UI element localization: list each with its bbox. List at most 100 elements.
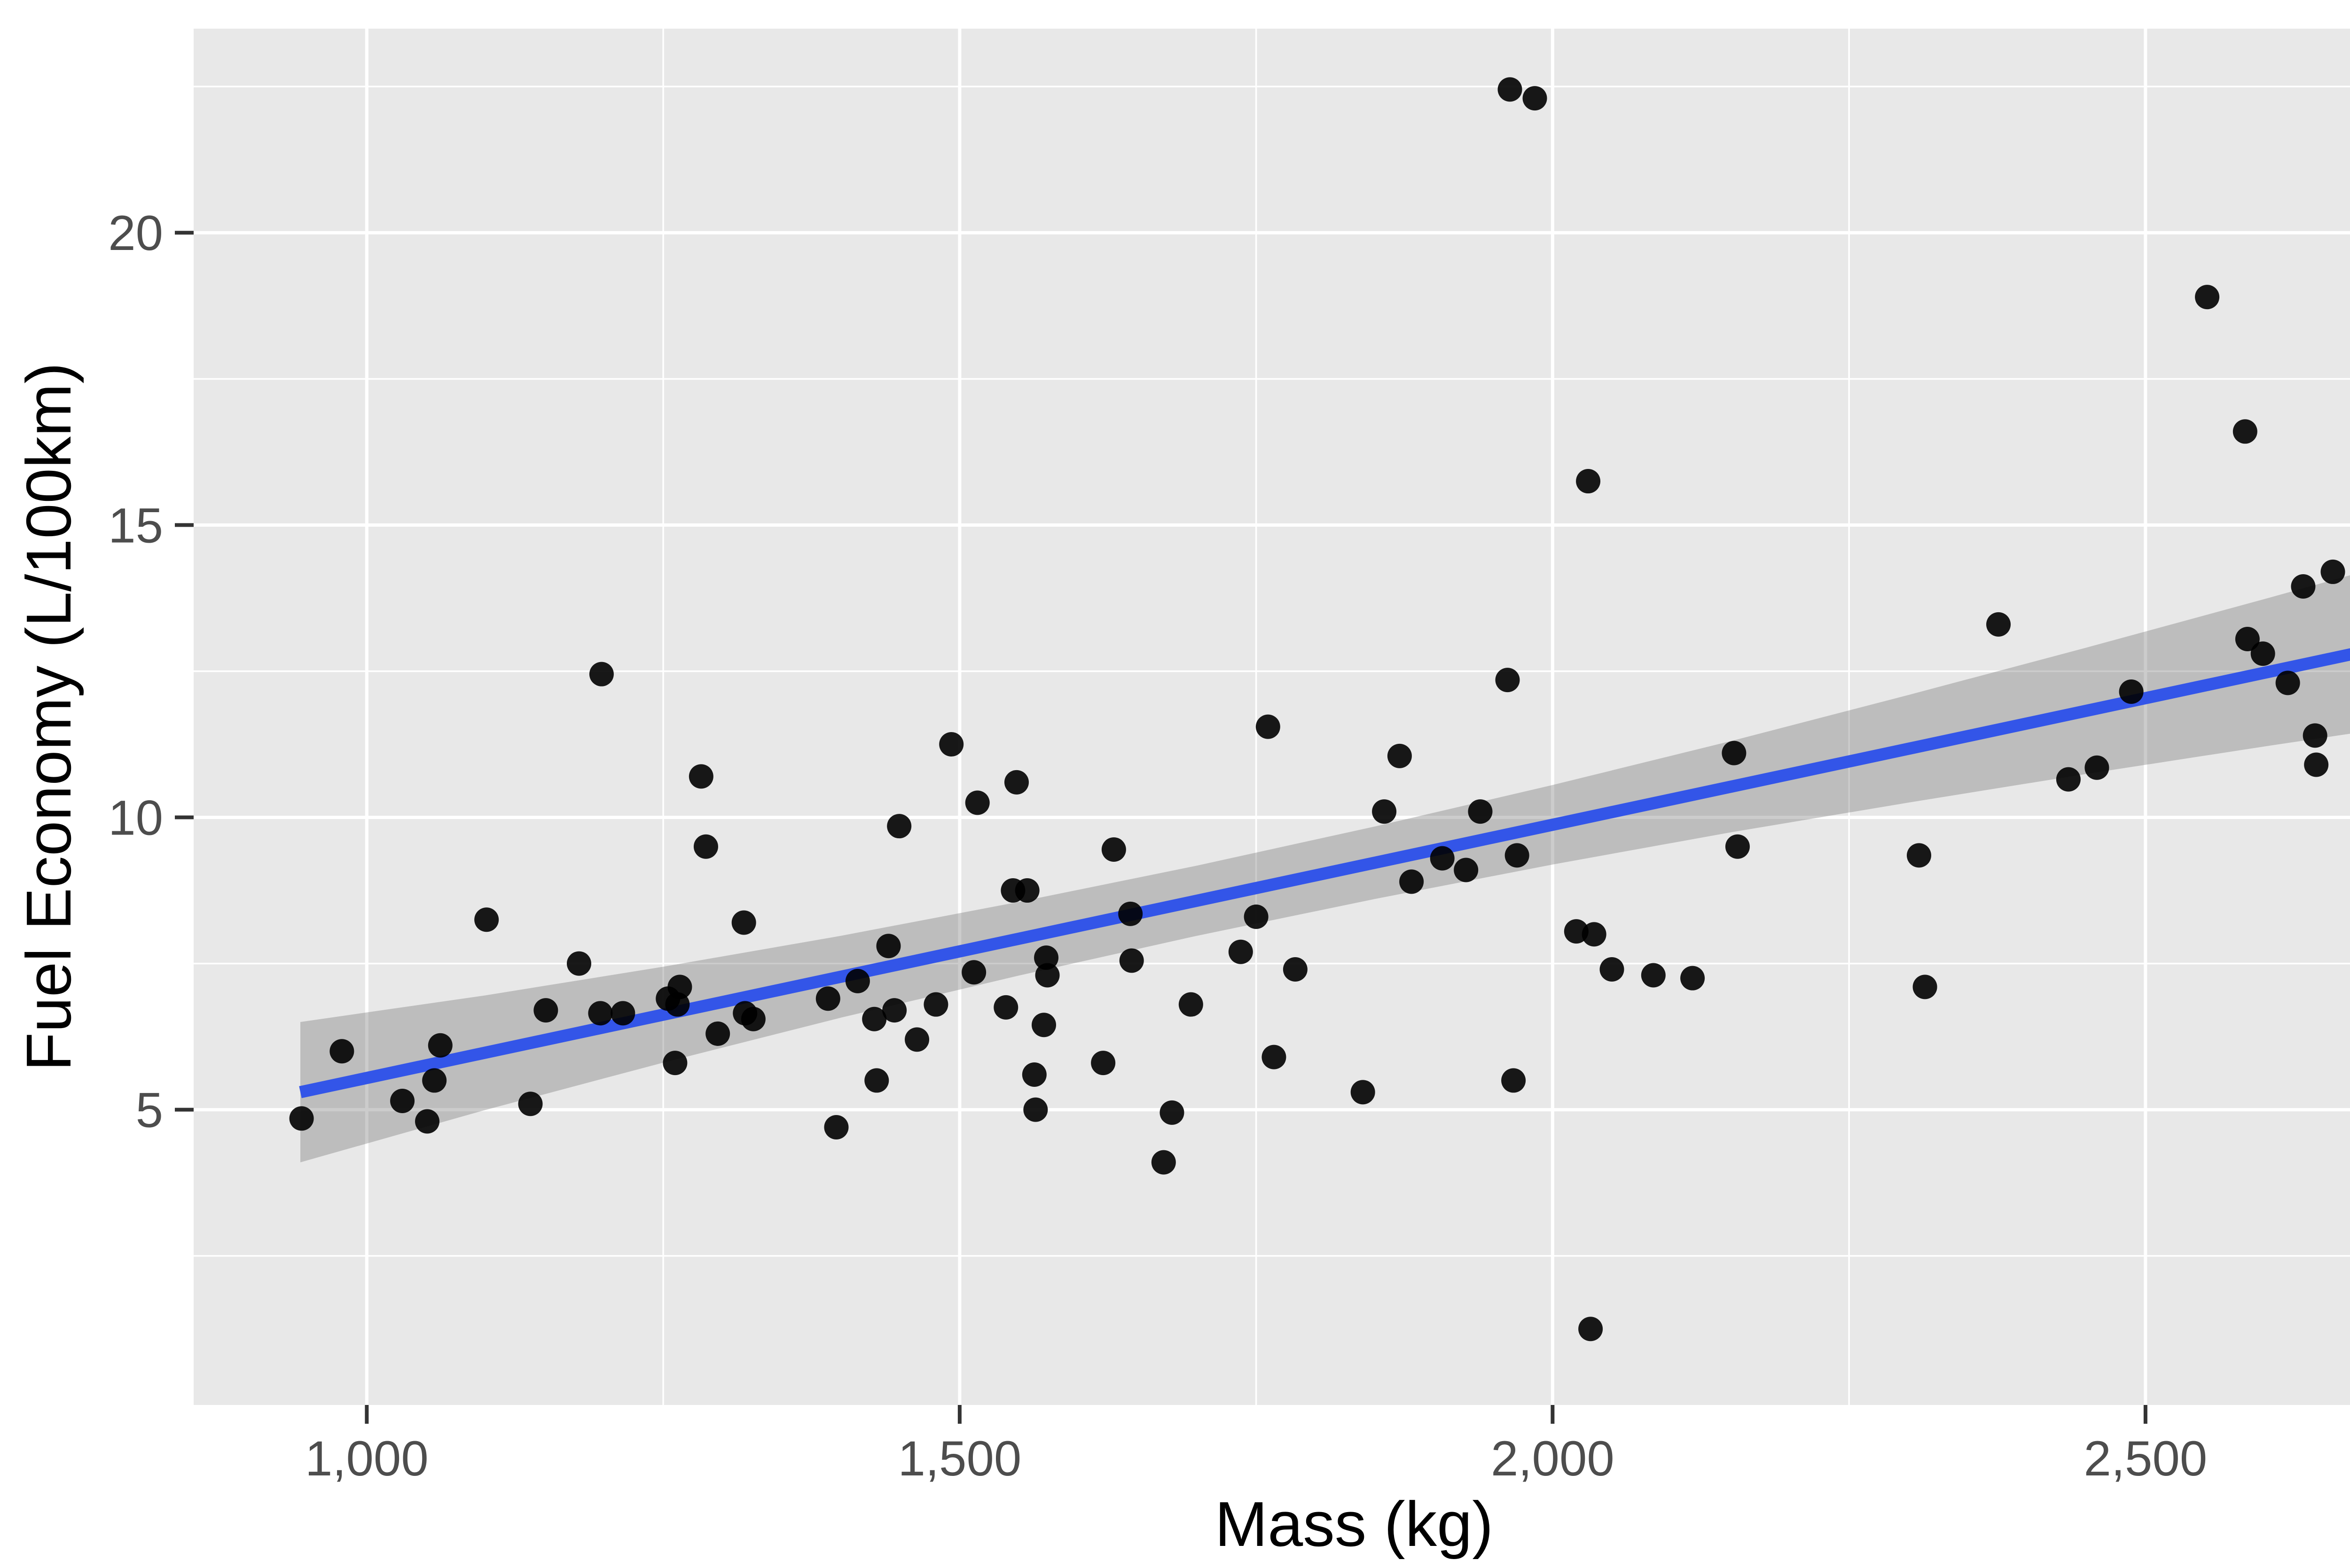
data-point: [924, 992, 948, 1017]
data-point: [1599, 957, 1624, 982]
data-point: [876, 934, 901, 959]
data-point: [588, 1001, 613, 1026]
data-point: [1015, 878, 1040, 903]
data-point: [415, 1109, 440, 1134]
y-tick-label: 10: [108, 791, 163, 846]
data-point: [1725, 834, 1750, 859]
data-point: [2250, 641, 2275, 666]
data-point: [1501, 1068, 1526, 1093]
data-point: [1119, 948, 1144, 973]
data-points: [289, 77, 2345, 1342]
data-point: [962, 960, 987, 985]
y-tick-label: 20: [108, 206, 163, 261]
data-point: [2232, 419, 2257, 444]
data-point: [1468, 799, 1493, 824]
data-point: [1578, 1317, 1603, 1342]
data-point: [741, 1006, 766, 1031]
data-point: [1101, 837, 1126, 862]
data-point: [1372, 799, 1397, 824]
x-tick-label: 2,500: [2084, 1431, 2207, 1486]
data-point: [1244, 905, 1269, 929]
data-point: [705, 1021, 730, 1046]
data-point: [1034, 945, 1059, 970]
data-point: [731, 910, 756, 935]
data-point: [689, 764, 713, 789]
y-tick-label: 15: [108, 498, 163, 553]
data-point: [1178, 992, 1203, 1017]
axis-tick-labels: 1,000 1,500 2,000 2,500 5 10 15 20: [108, 206, 2207, 1486]
data-point: [2303, 723, 2327, 748]
data-point: [518, 1092, 543, 1116]
data-point: [1035, 963, 1060, 988]
x-tick-label: 1,000: [305, 1431, 429, 1486]
data-point: [1497, 77, 1522, 102]
data-point: [1576, 469, 1601, 494]
data-point: [1722, 741, 1747, 765]
data-point: [1118, 901, 1143, 926]
major-gridlines: [194, 29, 2350, 1405]
axis-ticks: [175, 231, 2147, 1424]
data-point: [815, 986, 840, 1011]
minor-gridlines: [194, 29, 2350, 1405]
data-point: [882, 998, 907, 1023]
data-point: [994, 995, 1018, 1020]
data-point: [1091, 1051, 1116, 1076]
x-axis-title: Mass (kg): [1215, 1489, 1494, 1560]
data-point: [611, 1001, 635, 1026]
data-point: [1582, 922, 1606, 947]
data-point: [1387, 743, 1412, 768]
data-point: [329, 1039, 354, 1064]
data-point: [1228, 939, 1253, 964]
data-point: [1151, 1150, 1176, 1175]
data-point: [1641, 963, 1666, 988]
data-point: [1504, 843, 1529, 868]
data-point: [1004, 770, 1029, 795]
data-point: [390, 1088, 415, 1113]
data-point: [2084, 755, 2109, 780]
data-point: [589, 662, 614, 686]
y-axis-title: Fuel Economy (L/100km): [13, 362, 84, 1071]
data-point: [1986, 612, 2011, 637]
data-point: [2119, 679, 2144, 704]
data-point: [1495, 668, 1520, 693]
data-point: [905, 1027, 930, 1052]
data-point: [1522, 86, 1547, 111]
data-point: [1022, 1062, 1047, 1087]
data-point: [1906, 843, 1931, 868]
data-point: [1159, 1100, 1184, 1125]
data-point: [939, 732, 964, 757]
data-point: [667, 975, 692, 999]
data-point: [1399, 869, 1424, 894]
data-point: [663, 1051, 688, 1076]
data-point: [533, 998, 558, 1023]
regression-line-segment: [299, 648, 2350, 1099]
data-point: [845, 968, 870, 993]
data-point: [422, 1068, 447, 1093]
data-point: [693, 834, 718, 859]
x-tick-label: 2,000: [1491, 1431, 1614, 1486]
data-point: [2304, 752, 2329, 777]
data-point: [1261, 1045, 1286, 1069]
data-point: [887, 814, 912, 839]
data-point: [289, 1106, 314, 1131]
data-point: [1430, 846, 1455, 871]
data-point: [2195, 285, 2220, 310]
data-point: [862, 1006, 887, 1031]
data-point: [864, 1068, 889, 1093]
regression-line: [299, 648, 2350, 1099]
data-point: [1454, 858, 1479, 882]
data-point: [1032, 1013, 1057, 1038]
data-point: [1023, 1097, 1048, 1122]
data-point: [474, 907, 499, 932]
data-point: [2056, 767, 2081, 792]
data-point: [1912, 975, 1937, 999]
data-point: [1255, 714, 1280, 739]
data-point: [2235, 627, 2260, 652]
data-point: [1283, 957, 1308, 982]
data-point: [566, 951, 591, 976]
data-point: [1680, 966, 1705, 991]
data-point: [2291, 574, 2316, 599]
data-point: [428, 1033, 453, 1058]
